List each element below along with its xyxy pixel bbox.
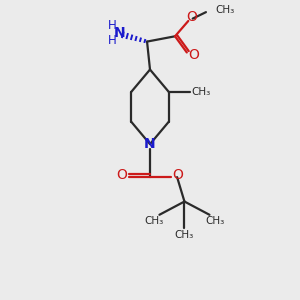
Text: O: O <box>116 168 127 182</box>
Text: H: H <box>108 34 117 46</box>
Text: CH₃: CH₃ <box>191 86 210 97</box>
Text: O: O <box>188 48 199 62</box>
Text: O: O <box>186 10 197 24</box>
Text: CH₃: CH₃ <box>205 216 224 226</box>
Text: CH₃: CH₃ <box>175 230 194 239</box>
Text: N: N <box>144 137 156 151</box>
Text: CH₃: CH₃ <box>145 216 164 226</box>
Text: CH₃: CH₃ <box>215 5 235 15</box>
Text: N: N <box>113 26 125 40</box>
Text: O: O <box>172 168 183 182</box>
Text: H: H <box>108 20 117 32</box>
